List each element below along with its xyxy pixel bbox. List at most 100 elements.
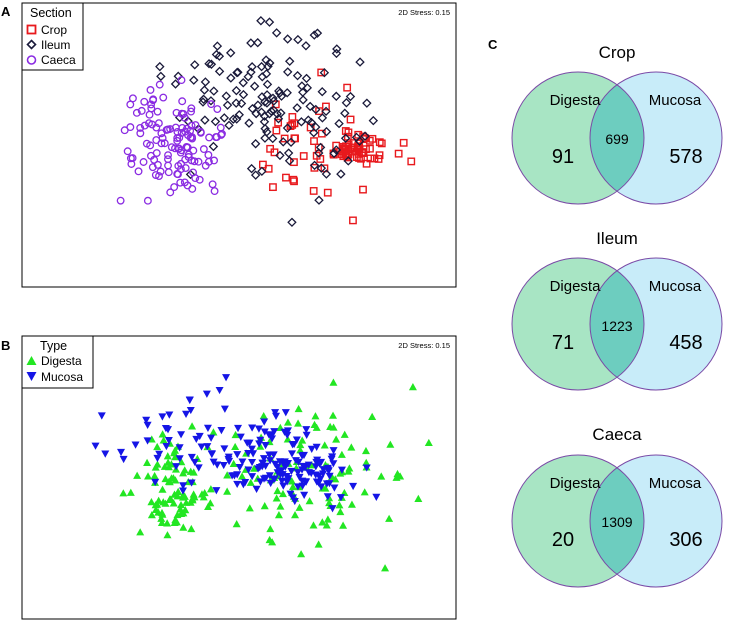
ileum-point-111 [329,148,339,159]
mucosa-point-54 [131,441,140,449]
ileum-point-115 [305,101,315,112]
ileum-point-137 [296,117,307,127]
caeca-point-42 [173,170,182,178]
digesta-point-85 [276,502,285,510]
caeca-point-54 [176,178,185,187]
crop-point-73 [362,159,371,168]
digesta-point-139 [165,478,174,486]
mucosa-point-101 [165,411,174,419]
crop-point-46 [310,137,318,146]
ileum-point-38 [221,91,232,101]
digesta-point-133 [174,487,183,495]
digesta-point-51 [337,450,346,458]
mucosa-point-69 [117,448,126,457]
caeca-point-32 [136,123,145,132]
caeca-point-70 [216,123,225,132]
mucosa-point-41 [248,424,257,432]
digesta-point-198 [151,505,160,514]
caeca-point-95 [155,172,163,180]
mucosa-point-114 [153,454,162,463]
ileum-point-54 [334,118,344,129]
venn-caeca-digesta-outline [511,454,645,588]
ileum-point-105 [321,106,331,117]
digesta-point-199 [172,518,181,526]
caeca-point-124 [174,144,183,153]
mucosa-point-161 [294,458,303,467]
ileum-point-95 [340,133,351,144]
ileum-point-45 [301,73,312,84]
ileum-point-86 [314,195,324,205]
mucosa-point-64 [287,450,296,458]
venn-ileum-mucosa-outline [589,257,723,391]
mucosa-point-184 [258,459,267,467]
crop-point-86 [374,155,383,163]
ileum-point-26 [286,137,296,147]
digesta-point-23 [318,518,327,526]
mucosa-point-91 [311,471,320,479]
digesta-point-79 [360,488,369,496]
ileum-point-117 [262,98,272,108]
crop-point-84 [370,154,379,163]
panel-b-points [91,374,433,572]
digesta-point-166 [199,493,208,501]
caeca-point-85 [180,178,189,187]
ileum-point-139 [206,96,216,106]
caeca-point-67 [143,196,152,205]
venn-ileum-digesta-label: Digesta [550,278,602,295]
digesta-point-10 [150,471,159,480]
panel-b-stress-label: 2D Stress: 0.15 [398,341,450,350]
caeca-point-27 [188,184,197,193]
crop-point-57 [357,154,365,163]
mucosa-point-44 [101,450,110,458]
mucosa-point-8 [186,406,195,415]
panel-a-label: A [1,4,11,19]
ileum-point-66 [278,137,288,147]
digesta-point-197 [200,488,209,497]
mucosa-point-35 [207,450,216,459]
mucosa-point-0 [187,453,196,462]
mucosa-point-97 [314,479,323,487]
digesta-point-180 [151,501,160,509]
digesta-point-101 [362,458,371,466]
digesta-point-64 [204,502,213,511]
crop-point-50 [317,68,326,77]
digesta-point-176 [179,523,188,531]
caeca-point-105 [180,113,189,122]
ileum-point-76 [155,61,165,72]
crop-point-26 [282,173,290,182]
mucosa-point-150 [336,494,345,502]
digesta-point-109 [143,458,152,466]
digesta-point-88 [294,419,303,427]
caeca-point-1 [123,147,132,156]
venn-crop-title: Crop [599,43,636,62]
venn-crop-mucosa-label: Mucosa [649,92,702,109]
venn-crop: Crop Digesta Mucosa 91 699 578 [511,43,723,205]
panel-c: C Crop Digesta Mucosa 91 699 578 Ileum [488,37,723,588]
caeca-point-112 [126,123,135,132]
mucosa-point-56 [215,386,224,395]
digesta-point-61 [232,519,241,528]
caeca-point-111 [210,156,218,165]
panel-a: A 2D Stress: 0.15 Section Crop Ileum Cae… [1,2,457,288]
crop-point-45 [290,177,298,186]
panel-a-legend-title: Section [30,6,72,20]
digesta-point-24 [347,443,356,451]
ileum-point-93 [314,148,324,158]
caeca-point-81 [187,107,196,116]
mucosa-point-102 [177,431,186,439]
digesta-point-20 [246,478,255,486]
ileum-point-82 [331,91,341,102]
venn-caeca-digesta-only: 20 [552,529,574,551]
ileum-point-5 [244,118,254,128]
digesta-point-6 [231,430,240,439]
mucosa-point-118 [207,434,216,442]
ileum-point-53 [351,132,362,143]
digesta-point-91 [298,436,307,444]
digesta-point-154 [345,464,354,472]
ileum-point-67 [204,58,214,69]
mucosa-point-180 [302,431,311,439]
digesta-point-149 [147,511,156,519]
crop-point-66 [366,144,374,153]
mucosa-point-111 [185,396,194,405]
digesta-point-144 [347,500,356,508]
